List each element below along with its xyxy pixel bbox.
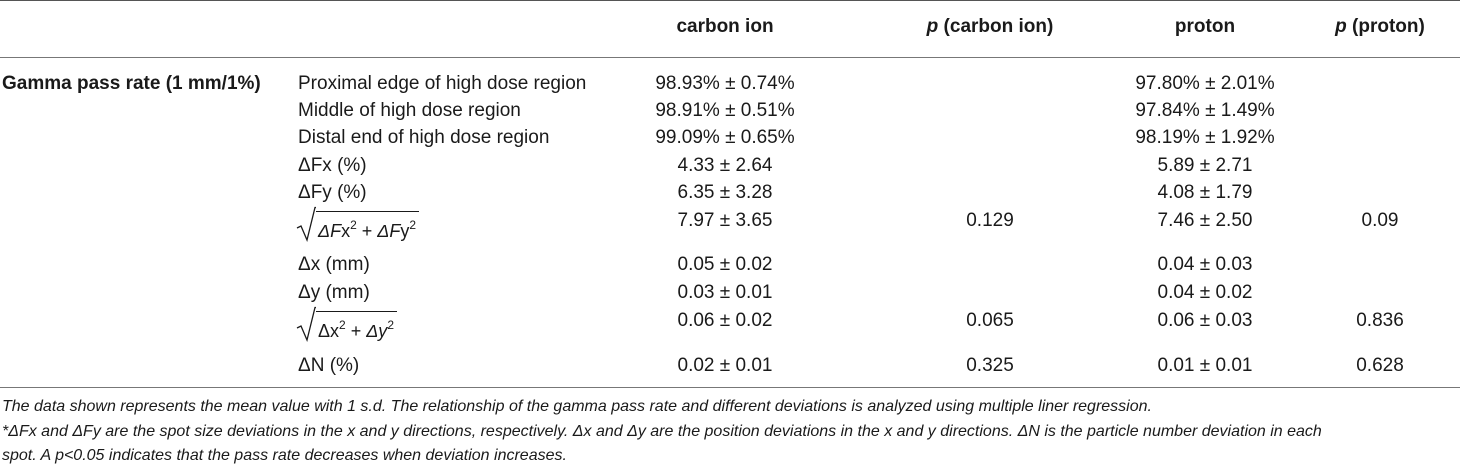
proton-value: 97.80% ± 2.01% [1135,73,1275,94]
header-p-proton: p (proton) [1335,16,1425,37]
table-row: Δx (mm) 0.05 ± 0.02 0.04 ± 0.03 [0,254,1460,281]
carbon-ion-value: 98.93% ± 0.74% [655,73,795,94]
radical-sign-icon [296,306,316,342]
carbon-ion-value: 4.33 ± 2.64 [677,155,773,176]
table-row: Proximal edge of high dose region 98.93%… [0,73,1460,100]
carbon-ion-value: 99.09% ± 0.65% [655,127,795,148]
p-proton-value: 0.836 [1356,310,1404,331]
row-label-formula: Δx2 + Δy2 [296,306,397,348]
table-footnote: The data shown represents the mean value… [2,398,1152,415]
carbon-ion-value: 7.97 ± 3.65 [677,210,773,231]
radical-sign-icon [296,206,316,242]
proton-value: 0.06 ± 0.03 [1157,310,1253,331]
proton-value: 4.08 ± 1.79 [1157,182,1253,203]
proton-value: 0.04 ± 0.02 [1157,282,1253,303]
table-row: Δx2 + Δy2 0.06 ± 0.02 0.065 0.06 ± 0.03 … [0,306,1460,352]
header-p-carbon-ion: p (carbon ion) [926,16,1054,37]
row-label: Distal end of high dose region [298,127,550,148]
row-label-formula: ΔFx2 + ΔFy2 [296,206,420,248]
p-proton-value: 0.628 [1356,355,1404,376]
carbon-ion-value: 98.91% ± 0.51% [655,100,795,121]
p-carbon-value: 0.325 [966,355,1014,376]
row-label: ΔFy (%) [298,182,367,203]
proton-value: 0.01 ± 0.01 [1157,355,1253,376]
table-row: ΔFx2 + ΔFy2 7.97 ± 3.65 0.129 7.46 ± 2.5… [0,206,1460,252]
table-top-rule [0,0,1460,1]
table-bottom-rule [0,387,1460,388]
proton-value: 7.46 ± 2.50 [1157,210,1253,231]
carbon-ion-value: 6.35 ± 3.28 [677,182,773,203]
row-label: ΔN (%) [298,355,360,376]
p-carbon-value: 0.129 [966,210,1014,231]
proton-value: 98.19% ± 1.92% [1135,127,1275,148]
table-header-rule [0,57,1460,58]
sqrt-formula: Δx2 + Δy2 [296,306,397,342]
table-row: Middle of high dose region 98.91% ± 0.51… [0,100,1460,127]
row-label: Middle of high dose region [298,100,521,121]
p-carbon-value: 0.065 [966,310,1014,331]
table-row: Δy (mm) 0.03 ± 0.01 0.04 ± 0.02 [0,282,1460,309]
header-carbon-ion: carbon ion [676,16,774,37]
p-proton-value: 0.09 [1361,210,1399,231]
row-label: Δy (mm) [298,282,370,303]
row-label: ΔFx (%) [298,155,367,176]
row-label: Δx (mm) [298,254,370,275]
row-label: Proximal edge of high dose region [298,73,587,94]
table-footnote: spot. A p<0.05 indicates that the pass r… [2,447,567,464]
proton-value: 97.84% ± 1.49% [1135,100,1275,121]
header-proton: proton [1174,16,1236,37]
table-row: ΔFy (%) 6.35 ± 3.28 4.08 ± 1.79 [0,182,1460,209]
table-row: ΔN (%) 0.02 ± 0.01 0.325 0.01 ± 0.01 0.6… [0,355,1460,382]
carbon-ion-value: 0.02 ± 0.01 [677,355,773,376]
carbon-ion-value: 0.03 ± 0.01 [677,282,773,303]
table-row: Distal end of high dose region 99.09% ± … [0,127,1460,154]
proton-value: 5.89 ± 2.71 [1157,155,1253,176]
group-label: Gamma pass rate (1 mm/1%) [2,73,261,94]
carbon-ion-value: 0.06 ± 0.02 [677,310,773,331]
table-footnote: *ΔFx and ΔFy are the spot size deviation… [2,423,1322,440]
carbon-ion-value: 0.05 ± 0.02 [677,254,773,275]
table-row: ΔFx (%) 4.33 ± 2.64 5.89 ± 2.71 [0,155,1460,182]
proton-value: 0.04 ± 0.03 [1157,254,1253,275]
sqrt-formula: ΔFx2 + ΔFy2 [296,206,420,242]
